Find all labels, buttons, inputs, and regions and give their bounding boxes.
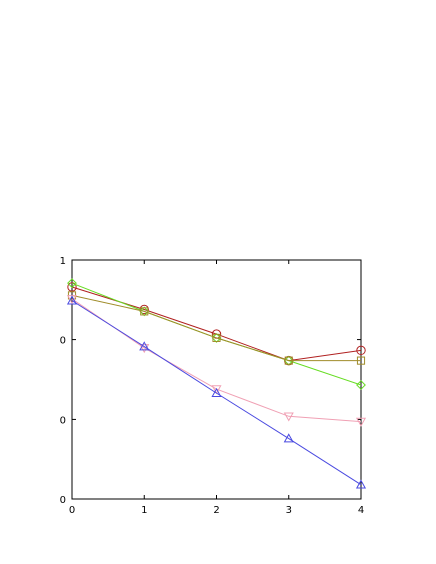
- series-line: [71, 300, 362, 486]
- data-point-triangle-up: [66, 295, 78, 305]
- data-point-circle: [67, 282, 77, 292]
- data-point-diamond: [67, 278, 77, 289]
- x-axis-ticks: 0 1 2 3 4: [69, 260, 364, 516]
- data-point-square: [140, 307, 149, 316]
- data-point-square: [356, 356, 366, 365]
- data-point-triangle-up: [283, 433, 294, 443]
- data-point-triangle-up: [211, 387, 222, 397]
- data-point-circle: [356, 345, 366, 356]
- y-tick-label: 0: [60, 495, 66, 506]
- data-point-diamond: [139, 306, 150, 317]
- data-point-triangle-down: [283, 412, 294, 422]
- data-point-square: [212, 333, 221, 342]
- x-tick-label: 4: [358, 505, 364, 516]
- data-point-triangle-up: [139, 341, 150, 351]
- y-tick-label: 0: [60, 336, 66, 347]
- series-4: [66, 295, 367, 489]
- x-tick-label: 3: [286, 505, 292, 516]
- series-line: [71, 294, 361, 362]
- data-point-diamond: [356, 380, 366, 390]
- x-tick-label: 1: [141, 505, 147, 516]
- y-tick-label: 1: [60, 256, 66, 267]
- data-point-triangle-down: [355, 417, 367, 427]
- series-2: [67, 291, 366, 365]
- data-point-square: [284, 356, 293, 365]
- data-point-triangle-down: [211, 385, 222, 395]
- x-tick-label: 0: [69, 505, 75, 516]
- y-axis-ticks: 0 0 0 1: [60, 256, 361, 506]
- data-point-triangle-up: [355, 479, 367, 489]
- x-tick-label: 2: [213, 505, 219, 516]
- series-line: [71, 286, 362, 362]
- series-layer: [66, 278, 367, 489]
- y-tick-label: 0: [60, 415, 66, 426]
- series-0: [67, 282, 366, 366]
- plot-frame: [71, 259, 362, 500]
